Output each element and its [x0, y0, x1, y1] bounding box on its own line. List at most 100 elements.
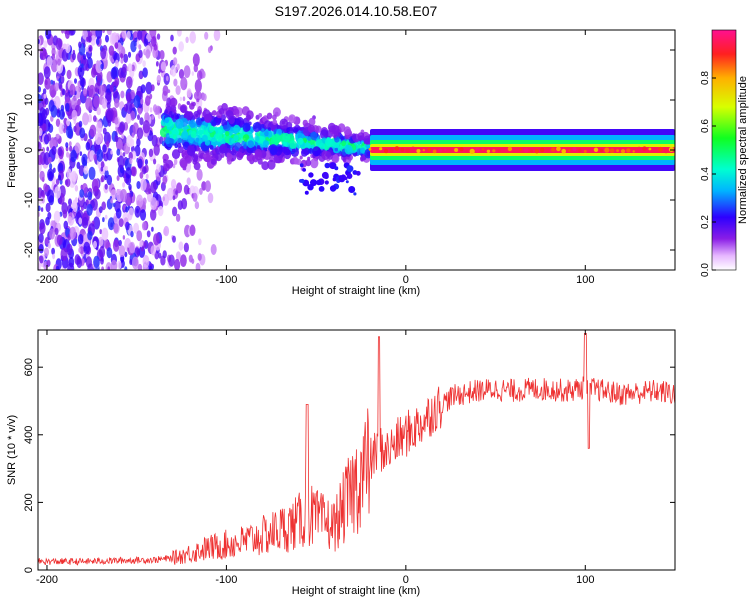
spectrogram-blob: [201, 117, 205, 122]
spectrogram-blob: [220, 153, 225, 158]
colorbar-tick-label: 0.2: [700, 215, 711, 229]
spectrogram-blob: [359, 147, 366, 154]
spectrogram-blob: [125, 206, 129, 213]
spectrogram-blob: [102, 30, 105, 34]
spectrogram-blob: [325, 137, 333, 147]
spectrogram-blob: [67, 262, 75, 270]
spectrogram-blob: [124, 266, 128, 270]
spectrogram-blob: [245, 114, 252, 121]
spectrogram-blob: [114, 116, 119, 125]
spectrogram-blob: [38, 205, 41, 212]
spectrogram-blob: [145, 81, 153, 95]
spectrogram-blob: [74, 142, 81, 154]
spectrogram-line-dot: [648, 147, 652, 151]
spectrogram-blob: [174, 258, 181, 270]
spectrogram-blob: [143, 38, 149, 47]
spectrogram-blob: [195, 262, 201, 270]
spectrogram-blob: [223, 124, 228, 130]
spectrogram-line-dot: [410, 146, 416, 152]
spectrogram-blob: [151, 114, 155, 120]
spectrogram-blob: [355, 170, 361, 176]
spectrogram-blob: [87, 158, 90, 164]
spectrogram-blob: [49, 163, 53, 170]
spectrogram-blob: [123, 53, 129, 64]
spectrogram-blob: [202, 109, 211, 119]
spectrogram-blob: [310, 179, 317, 187]
spectrogram-blob: [172, 163, 176, 169]
spectrogram-blob: [271, 123, 277, 130]
spectrogram-blob: [77, 234, 84, 245]
spectrogram-blob: [160, 61, 167, 72]
spectrogram-blob: [43, 66, 51, 79]
spectrogram-blob: [320, 129, 329, 140]
spectrogram-blob: [194, 201, 200, 210]
spectrogram-line-dot: [432, 149, 437, 154]
spectrogram-blob: [54, 82, 59, 92]
colorbar-tick-label: 0.6: [700, 119, 711, 133]
spectrogram-blob: [155, 169, 159, 177]
spectrogram-blob: [344, 176, 348, 181]
spectrogram-line-dot: [400, 147, 405, 152]
spectrogram-blob: [132, 256, 139, 270]
spectrogram-blob: [144, 112, 150, 123]
spectrogram-blob: [167, 89, 171, 94]
spectrogram-line-dot: [637, 146, 642, 151]
spectrogram-blob: [48, 156, 52, 164]
spectrogram-blob: [131, 132, 135, 139]
spectrogram-blob: [169, 97, 178, 107]
spectrogram-blob: [204, 180, 211, 192]
snr-ticks: -200 -100 0 100 0 200 400 600: [23, 330, 675, 586]
spectrogram-blob: [151, 226, 154, 232]
spectrogram-blob: [193, 90, 202, 101]
spectrogram-blob: [38, 86, 41, 93]
spectrogram-blob: [324, 180, 329, 185]
spectrogram-blob: [59, 179, 63, 185]
spectrogram-blob: [45, 30, 52, 40]
spectrogram-blob: [91, 67, 97, 78]
spectrogram-blob: [177, 142, 182, 148]
spectrogram-line-dot: [530, 149, 533, 153]
spectrogram-line-dot: [616, 149, 619, 153]
snr-panel: -200 -100 0 100 0 200 400 600 Height of straigh…: [6, 329, 676, 597]
spectrogram-blob: [351, 133, 357, 140]
spectrogram-blob: [77, 98, 81, 106]
spectrogram-blob: [100, 175, 105, 183]
spectrogram-blob: [262, 140, 269, 148]
spectrogram-blob: [334, 166, 339, 171]
spectrogram-blob: [96, 149, 104, 162]
spectrogram-blob: [95, 30, 103, 39]
spectrogram-blob: [122, 63, 128, 73]
spectrogram-blob: [221, 119, 228, 127]
spectrogram-blob: [98, 84, 105, 97]
spectrogram-blob: [107, 120, 112, 127]
spectrogram-blob: [102, 217, 105, 223]
spectrogram-blob: [133, 222, 140, 234]
spectrogram-blob: [62, 209, 68, 219]
spectrogram-blob: [81, 153, 88, 166]
spectrogram-blob: [254, 148, 262, 158]
spectrogram-blob: [43, 183, 48, 193]
spectrogram-blob: [136, 181, 141, 189]
spectrogram-blob: [353, 192, 357, 196]
spectrogram-blob: [96, 38, 100, 45]
spectrogram-blob: [164, 109, 168, 114]
spectrogram-blob: [100, 47, 107, 60]
snr-x-label: Height of straight line (km): [292, 585, 420, 597]
spectrogram-blob: [106, 30, 112, 36]
y-tick-label: -20: [23, 242, 35, 258]
spectrogram-blob: [332, 177, 337, 182]
spectrogram-blob: [82, 53, 86, 60]
spectrogram-blob: [192, 53, 200, 67]
spectrogram-blob: [134, 36, 138, 43]
snr-series-line: [38, 332, 675, 566]
spectrogram-blob: [120, 188, 128, 203]
spectrogram-blob: [113, 223, 119, 234]
spectrogram-line-dot: [599, 148, 604, 153]
spectrogram-line-dot: [416, 149, 421, 153]
spectrogram-blob: [299, 163, 304, 168]
spectrogram-blob: [197, 70, 203, 81]
spectrogram-line-dot: [507, 146, 513, 152]
spectrogram-blob: [219, 143, 228, 154]
spectrogram-blob: [82, 112, 89, 126]
